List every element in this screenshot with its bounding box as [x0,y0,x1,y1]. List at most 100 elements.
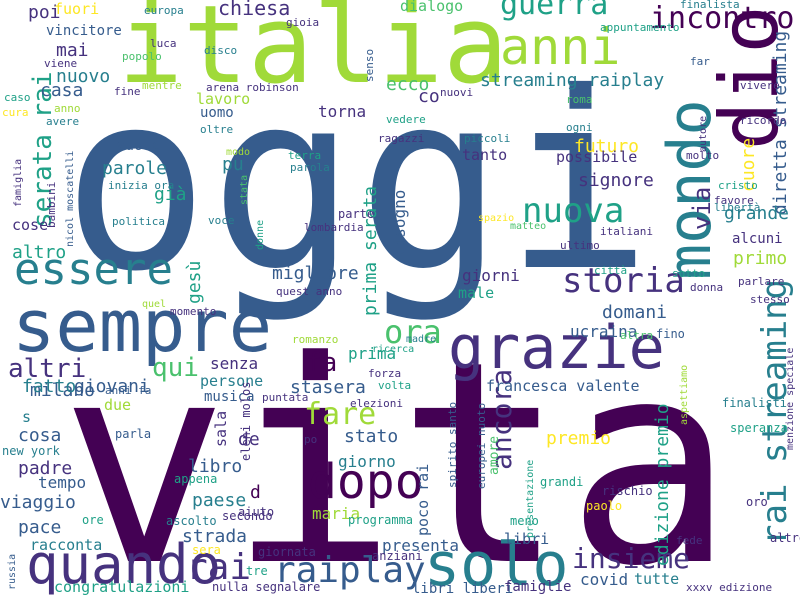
word: musica [204,389,255,405]
word: ore [82,513,104,527]
word: giovani [74,376,150,397]
word: molto [686,149,720,162]
word: padre [18,458,73,479]
word: domani [602,302,668,323]
word: speranza [730,421,788,435]
word: altro [12,242,67,263]
word: giorno [338,452,396,471]
word: poco rai [414,463,432,536]
word: alcuni [732,231,783,247]
word: presenta [382,536,460,555]
word: appena [174,472,218,486]
word: parole [102,158,168,179]
word: nuovi [440,86,474,99]
word: torna [318,102,367,121]
word: fare [304,397,377,432]
word: viaggio [0,492,76,513]
word: puntata [262,391,309,404]
word: po [304,433,318,446]
word: storia [562,261,685,301]
word: stasera [290,377,366,398]
word: francesca valente [486,377,640,395]
word: europa [144,4,184,17]
word: luca [150,37,177,50]
word: paese [192,490,247,511]
word: pu [222,154,244,175]
word: solo [424,530,569,600]
word: milano [30,380,96,401]
word: prima [348,344,397,363]
word: lombardia [304,221,364,234]
word: ogni [566,121,593,134]
word: donne [255,219,266,250]
word: vita [60,302,735,600]
word: aiuto [238,505,275,519]
word: stato [344,426,399,447]
word: autore [698,115,709,152]
word: ragazzi [378,132,425,145]
word: casa [40,80,84,101]
word: quel [142,299,167,310]
word: meno [510,514,539,528]
word: eleni molos [239,381,253,461]
word: strada [182,526,248,547]
word: finalista [680,0,740,11]
word: fino [656,327,685,341]
word: libri [504,530,550,548]
word: fuori [54,0,100,18]
word: gioia [286,16,320,29]
word: grazie [448,313,665,383]
word: rai [186,547,252,588]
word: cura [2,106,29,119]
word: volta [378,379,412,392]
word: città [594,264,628,277]
word: caso [4,91,31,104]
word: grandi [540,475,584,489]
word: arena robinson [206,81,299,94]
word: italia [118,0,509,108]
word: chiesa [218,0,291,20]
word: aspettiamo [679,364,690,425]
word: anno [54,102,81,115]
word: vedere [386,113,426,126]
word: cristo [718,179,758,192]
word: primo [733,248,788,269]
word: tanto [462,146,508,164]
word: ucraina [570,322,638,341]
word: male [458,284,495,302]
word: elezioni [350,397,403,410]
word: stata [239,174,250,205]
word: raiplay [274,550,426,591]
word: due [104,396,132,414]
word: congratulazioni [54,578,190,596]
word: ultimo [560,239,600,252]
word: momento [170,305,217,318]
word: forza [368,367,402,380]
word: ecco [386,74,430,95]
word: s [22,408,32,426]
word: essere [14,244,173,295]
word: streaming raiplay [480,70,665,91]
word: anni fa [105,384,152,397]
word: giornata [258,545,316,559]
word: futuro [574,136,640,157]
word: tre [246,564,268,578]
word: bisogno [390,189,409,257]
word: far [690,55,710,68]
word: altro nulla [770,531,800,545]
word: sera [192,543,221,557]
word: maria [312,504,361,523]
word: fine [114,85,141,98]
word: sempre [12,284,273,368]
word: parola [290,161,330,174]
word: voce [208,214,235,227]
word: popolo [122,50,162,63]
word: amore [487,435,502,475]
word: poi [28,2,61,23]
word: tempo [38,473,87,492]
word: possibile [556,148,638,166]
word: fa [306,348,338,378]
word: europei nuoto [475,402,488,489]
word: famiglia [13,158,24,207]
word: insieme [572,542,691,575]
